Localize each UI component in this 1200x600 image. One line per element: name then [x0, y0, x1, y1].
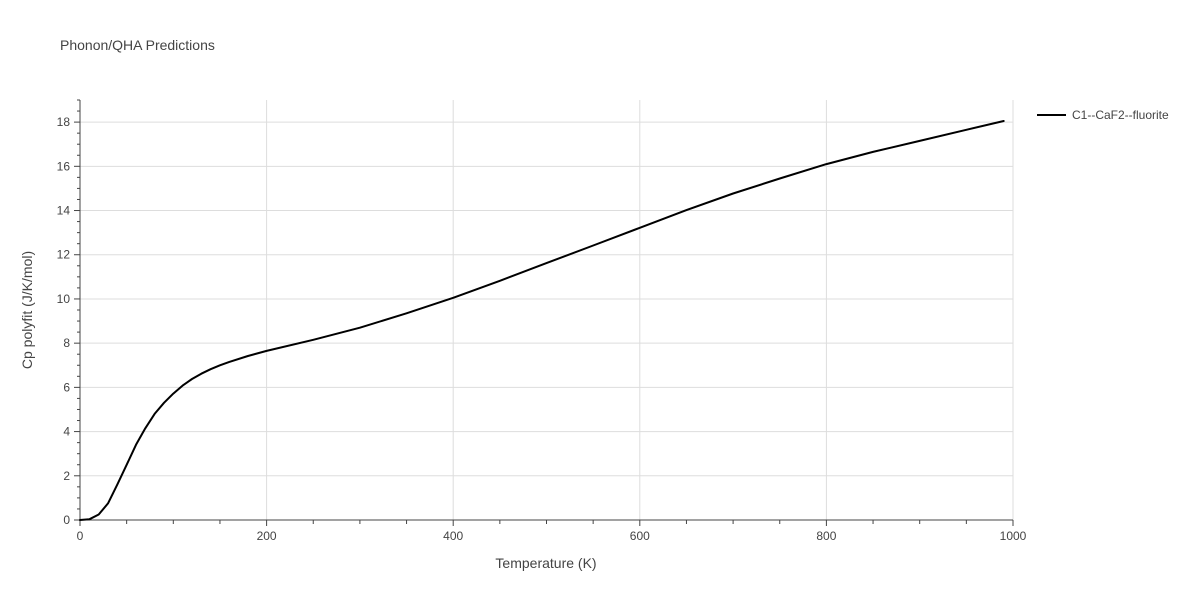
x-tick-label: 400 — [443, 529, 463, 543]
y-tick-label: 6 — [63, 380, 70, 394]
y-tick-label: 2 — [63, 469, 70, 483]
y-tick-label: 18 — [57, 115, 71, 129]
y-tick-label: 4 — [63, 425, 70, 439]
y-tick-label: 8 — [63, 336, 70, 350]
x-tick-label: 600 — [630, 529, 650, 543]
series-line-0 — [79, 120, 1005, 521]
x-tick-label: 0 — [77, 529, 84, 543]
series-group — [79, 120, 1005, 521]
legend-item-label: C1--CaF2--fluorite — [1072, 108, 1169, 122]
legend[interactable]: C1--CaF2--fluorite — [1037, 108, 1169, 122]
y-tick-label: 10 — [57, 292, 71, 306]
y-tick-label: 14 — [57, 204, 71, 218]
y-tick-label: 16 — [57, 159, 71, 173]
y-ticks: 0 2 4 6 8 10 12 14 16 18 — [57, 115, 71, 527]
axes — [74, 99, 1014, 526]
x-axis-label: Temperature (K) — [495, 555, 596, 571]
x-ticks: 0 200 400 600 800 1000 — [77, 529, 1027, 543]
y-tick-label: 0 — [63, 513, 70, 527]
x-tick-label: 200 — [257, 529, 277, 543]
x-tick-label: 1000 — [1000, 529, 1027, 543]
grid — [80, 100, 1014, 520]
y-tick-label: 12 — [57, 248, 71, 262]
chart-title: Phonon/QHA Predictions — [60, 37, 215, 53]
y-axis-label: Cp polyfit (J/K/mol) — [19, 251, 35, 369]
x-tick-label: 800 — [816, 529, 836, 543]
